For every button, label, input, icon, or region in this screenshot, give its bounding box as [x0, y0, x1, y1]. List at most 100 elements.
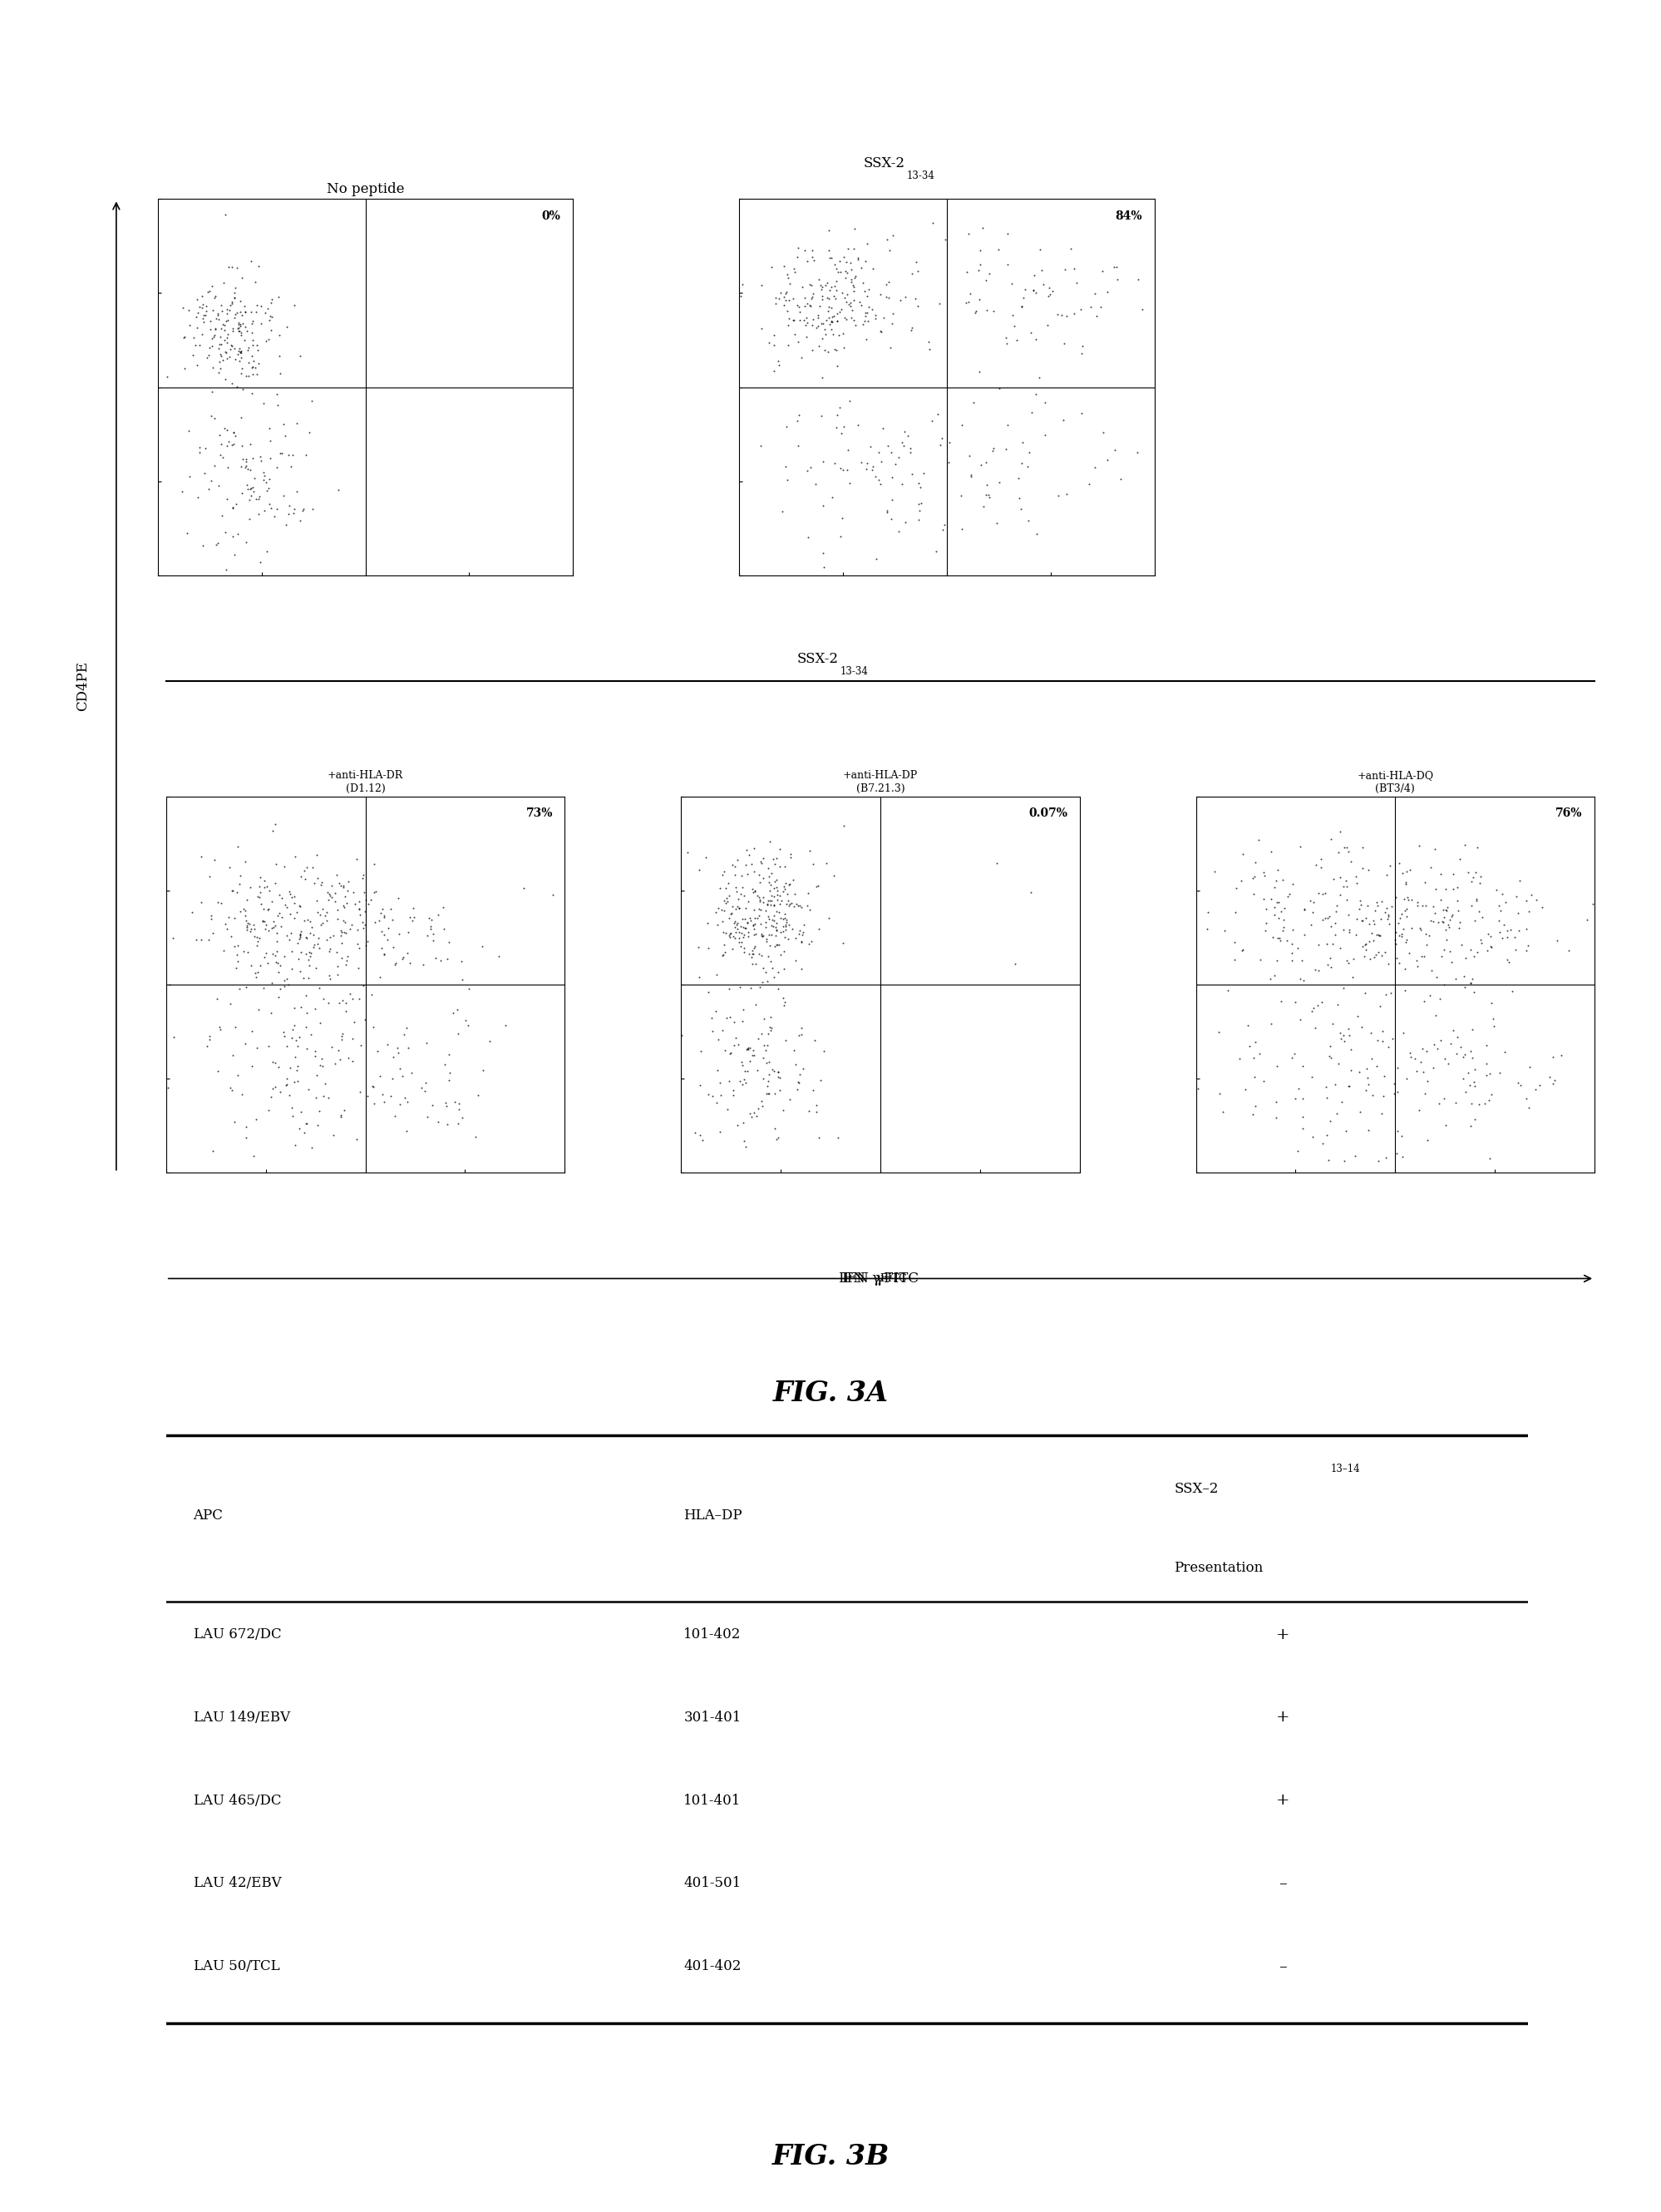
Point — [1541, 1062, 1568, 1097]
Point — [786, 1057, 812, 1093]
Point — [842, 307, 869, 343]
Point — [434, 940, 460, 975]
Point — [292, 920, 319, 956]
Point — [1395, 883, 1422, 918]
Point — [221, 414, 247, 449]
Point — [1287, 830, 1314, 865]
Point — [718, 1035, 744, 1071]
Point — [214, 449, 241, 484]
Point — [269, 1013, 296, 1048]
Point — [1389, 916, 1415, 951]
Point — [744, 1053, 771, 1088]
Point — [1523, 1071, 1550, 1106]
Point — [1385, 845, 1412, 880]
Point — [1221, 925, 1247, 960]
Point — [264, 376, 291, 411]
Point — [448, 1099, 475, 1135]
Point — [757, 927, 784, 962]
Point — [819, 303, 845, 338]
Point — [718, 896, 744, 931]
Point — [1528, 889, 1555, 925]
Point — [1392, 925, 1418, 960]
Point — [1477, 1141, 1503, 1177]
Point — [274, 1029, 301, 1064]
Point — [1330, 869, 1357, 905]
Point — [186, 290, 213, 325]
Point — [287, 914, 314, 949]
Point — [233, 898, 259, 933]
Point — [762, 914, 789, 949]
Point — [733, 847, 759, 883]
Point — [1457, 1108, 1483, 1144]
Point — [1264, 1048, 1291, 1084]
Point — [852, 274, 879, 310]
Point — [1440, 1013, 1467, 1048]
Point — [910, 456, 937, 491]
Point — [1465, 894, 1492, 929]
Point — [271, 1020, 297, 1055]
Point — [206, 349, 233, 385]
Point — [806, 911, 832, 947]
Point — [1289, 1099, 1316, 1135]
Point — [297, 902, 324, 938]
Point — [965, 252, 992, 288]
Point — [821, 279, 847, 314]
Point — [787, 889, 814, 925]
Point — [1354, 1060, 1380, 1095]
Point — [1407, 1044, 1433, 1079]
Point — [1420, 1051, 1447, 1086]
Point — [216, 338, 243, 374]
Point — [1472, 1086, 1498, 1121]
Point — [256, 422, 282, 458]
Text: LAU 465/DC: LAU 465/DC — [193, 1794, 281, 1807]
Point — [1023, 515, 1050, 551]
Point — [296, 942, 322, 978]
Point — [206, 1009, 233, 1044]
Point — [1299, 1060, 1325, 1095]
Point — [694, 1077, 721, 1113]
Point — [319, 1029, 345, 1064]
Point — [1252, 891, 1279, 927]
Point — [264, 898, 291, 933]
Text: FIG. 3A: FIG. 3A — [772, 1380, 889, 1407]
Point — [724, 843, 751, 878]
Point — [723, 902, 749, 938]
Point — [281, 878, 307, 914]
Point — [261, 905, 287, 940]
Point — [1251, 883, 1277, 918]
Point — [284, 1064, 311, 1099]
Point — [1473, 1046, 1500, 1082]
Point — [301, 865, 327, 900]
Point — [752, 1033, 779, 1068]
Point — [817, 272, 844, 307]
Point — [1129, 292, 1156, 327]
Point — [218, 918, 244, 953]
Point — [229, 299, 256, 334]
Point — [246, 482, 272, 518]
Point — [247, 947, 274, 982]
Point — [1448, 927, 1475, 962]
Point — [809, 487, 835, 522]
Point — [797, 449, 824, 484]
Point — [1330, 971, 1357, 1006]
Point — [327, 1042, 354, 1077]
Point — [279, 933, 306, 969]
Point — [794, 285, 821, 321]
Point — [221, 296, 247, 332]
Point — [749, 1062, 776, 1097]
Point — [746, 865, 772, 900]
Point — [1095, 274, 1121, 310]
Point — [857, 429, 884, 465]
Point — [1252, 914, 1279, 949]
Point — [284, 1048, 311, 1084]
Point — [729, 909, 756, 945]
Point — [874, 427, 900, 462]
Point — [387, 1086, 414, 1121]
Point — [837, 288, 864, 323]
Point — [204, 296, 231, 332]
Point — [314, 874, 341, 909]
Point — [304, 860, 331, 896]
Point — [1407, 911, 1433, 947]
Point — [1007, 480, 1033, 515]
Point — [284, 1029, 311, 1064]
